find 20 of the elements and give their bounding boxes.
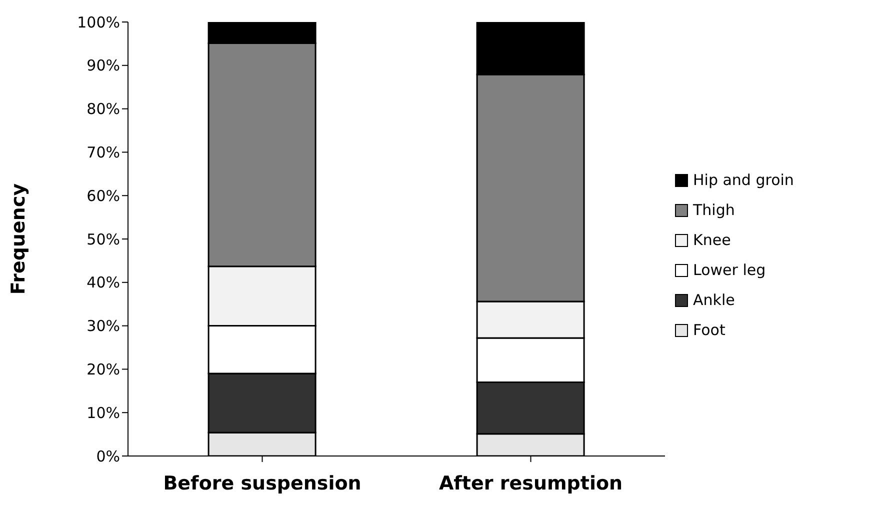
y-tick-label: 100% bbox=[77, 13, 120, 32]
x-tick-label: After resumption bbox=[438, 472, 623, 494]
legend-label: Thigh bbox=[693, 201, 735, 219]
y-axis-title: Frequency bbox=[8, 182, 30, 295]
legend-label: Knee bbox=[693, 231, 731, 249]
y-tick-label: 50% bbox=[86, 230, 120, 248]
y-tick-label: 20% bbox=[86, 360, 120, 379]
y-tick-label: 30% bbox=[86, 317, 120, 336]
y-tick-label: 0% bbox=[96, 447, 120, 466]
legend-label: Ankle bbox=[693, 291, 735, 309]
y-tick-label: 10% bbox=[86, 404, 120, 422]
legend-label: Hip and groin bbox=[693, 171, 794, 189]
legend-label: Foot bbox=[693, 321, 726, 339]
x-tick-label: Before suspension bbox=[163, 472, 362, 494]
y-tick-label: 90% bbox=[86, 56, 120, 75]
y-tick-label: 80% bbox=[86, 100, 120, 118]
y-tick-label: 40% bbox=[86, 274, 120, 292]
y-tick-label: 60% bbox=[86, 186, 120, 205]
y-tick-label: 70% bbox=[86, 144, 120, 162]
legend-label: Lower leg bbox=[693, 261, 766, 279]
